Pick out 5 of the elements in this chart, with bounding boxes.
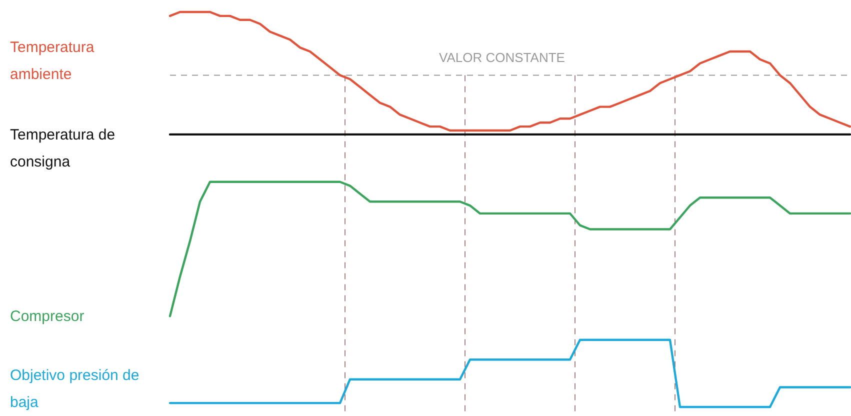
text: Compresor (10, 308, 84, 326)
text: Temperatura ambiente (10, 38, 95, 83)
text: Temperatura de consigna (10, 126, 116, 170)
text: Objetivo presión de baja (10, 367, 140, 412)
ref-line-label: VALOR CONSTANTE (439, 50, 566, 66)
